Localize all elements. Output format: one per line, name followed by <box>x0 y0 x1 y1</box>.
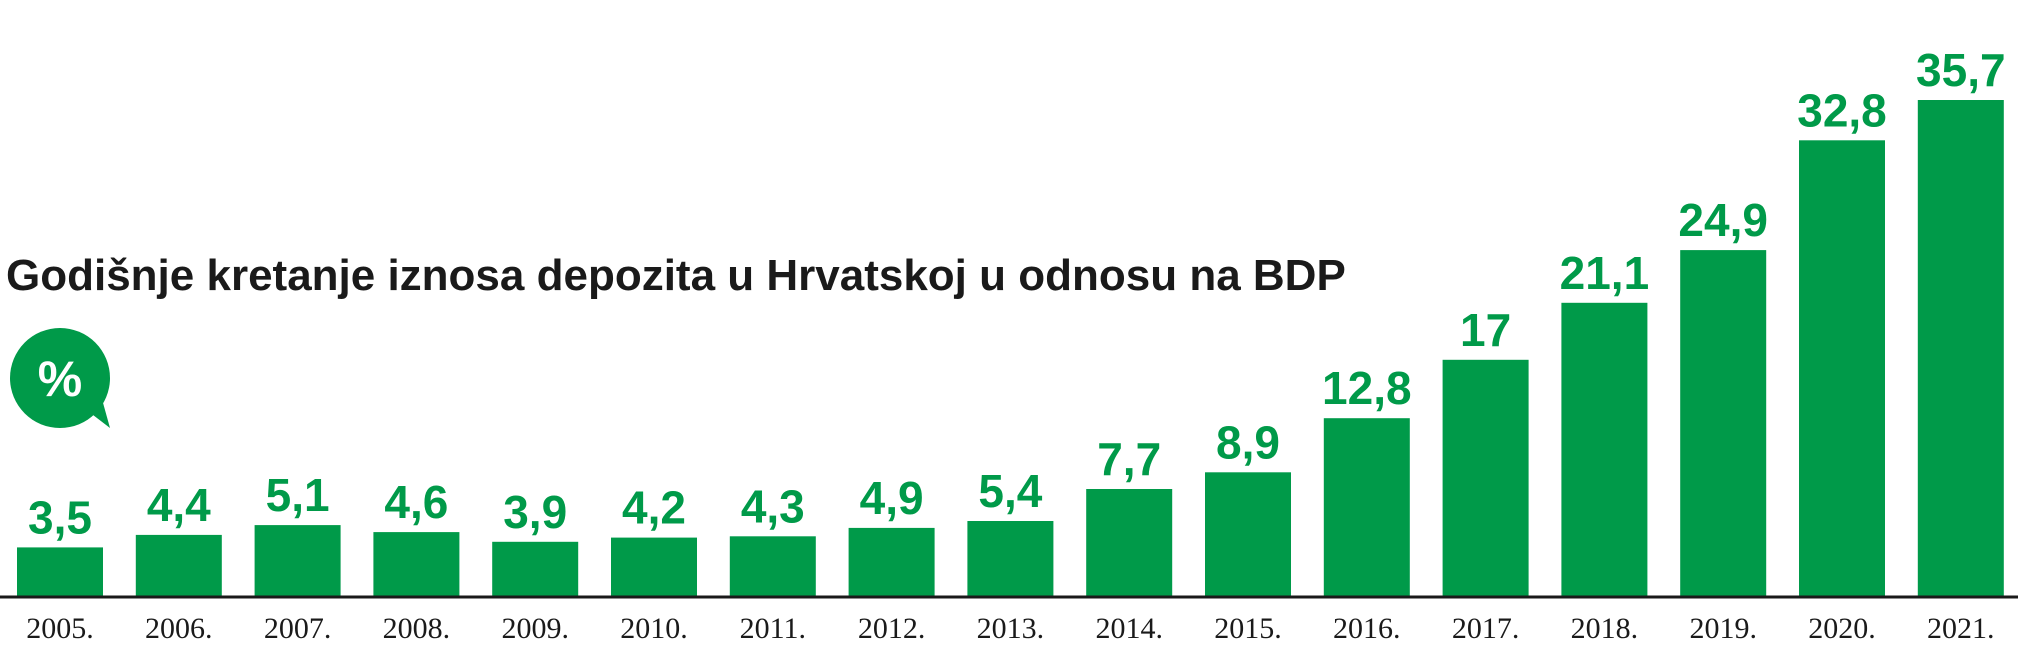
x-tick-label-2019: 2019. <box>1689 612 1757 645</box>
value-label-2020: 32,8 <box>1797 84 1887 136</box>
bar-2007 <box>254 525 341 596</box>
bar-2015 <box>1205 472 1291 596</box>
value-labels-group: 3,5 4,4 5,1 4,6 3,9 4,2 4,3 4,9 5,4 7,7 8,9 12,8 17 2… <box>28 44 2006 543</box>
x-tick-label-2013: 2013. <box>977 612 1045 645</box>
bar-2011 <box>729 536 816 596</box>
value-label-2006: 4,4 <box>147 479 211 531</box>
value-label-2011: 4,3 <box>741 480 805 532</box>
value-label-2019: 24,9 <box>1678 194 1768 246</box>
x-tick-labels-group: 2005. 2006. 2007. 2008. 2009. 2010. 2011. 2012.… <box>26 612 1994 645</box>
x-tick-label-2011: 2011. <box>740 612 806 645</box>
bar-2013 <box>967 521 1054 596</box>
bar-2019 <box>1680 250 1767 596</box>
x-tick-label-2020: 2020. <box>1808 612 1876 645</box>
x-tick-label-2016: 2016. <box>1333 612 1401 645</box>
bar-2014 <box>1086 489 1173 596</box>
unit-badge-tail <box>80 392 110 428</box>
bar-2017 <box>1442 359 1529 596</box>
value-label-2015: 8,9 <box>1216 416 1280 468</box>
x-tick-label-2005: 2005. <box>26 612 94 645</box>
value-label-2009: 3,9 <box>503 486 567 538</box>
unit-badge-label: % <box>38 351 82 407</box>
bar-2012 <box>848 527 935 596</box>
bar-2018 <box>1561 302 1648 596</box>
x-tick-label-2014: 2014. <box>1095 612 1163 645</box>
value-label-2008: 4,6 <box>384 476 448 528</box>
x-tick-label-2012: 2012. <box>858 612 926 645</box>
bar-2020 <box>1799 140 1885 597</box>
value-label-2016: 12,8 <box>1322 362 1412 414</box>
value-label-2013: 5,4 <box>978 465 1042 517</box>
x-tick-label-2006: 2006. <box>145 612 213 645</box>
unit-badge: % <box>10 328 110 428</box>
bar-2008 <box>373 532 460 596</box>
value-label-2012: 4,9 <box>860 472 924 524</box>
value-label-2007: 5,1 <box>266 469 330 521</box>
x-tick-label-2015: 2015. <box>1214 612 1282 645</box>
bars-group <box>17 100 2004 597</box>
x-tick-label-2008: 2008. <box>383 612 451 645</box>
bar-2005 <box>17 547 103 596</box>
bar-2009 <box>492 541 579 596</box>
value-label-2021: 35,7 <box>1916 44 2006 96</box>
value-label-2005: 3,5 <box>28 491 92 543</box>
value-label-2017: 17 <box>1460 304 1511 356</box>
value-label-2010: 4,2 <box>622 482 686 534</box>
bar-2006 <box>135 534 222 596</box>
x-tick-label-2017: 2017. <box>1452 612 1520 645</box>
bar-2021 <box>1917 100 2004 596</box>
x-tick-label-2009: 2009. <box>501 612 569 645</box>
x-tick-label-2018: 2018. <box>1571 612 1639 645</box>
bar-2016 <box>1323 418 1410 596</box>
x-tick-label-2010: 2010. <box>620 612 688 645</box>
x-tick-label-2007: 2007. <box>264 612 332 645</box>
chart-title: Godišnje kretanje iznosa depozita u Hrva… <box>6 251 1346 300</box>
bar-2010 <box>611 537 697 596</box>
value-label-2014: 7,7 <box>1097 433 1161 485</box>
x-tick-label-2021: 2021. <box>1927 612 1995 645</box>
value-label-2018: 21,1 <box>1560 247 1650 299</box>
